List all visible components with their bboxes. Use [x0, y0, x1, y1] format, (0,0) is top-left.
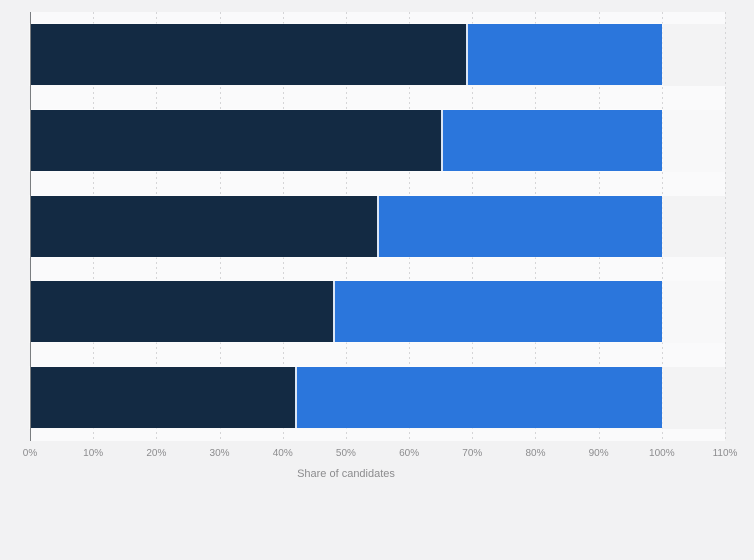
x-tick-label: 110% — [712, 448, 738, 459]
x-tick-label: 20% — [146, 448, 167, 459]
bar-segment-dark-navy-segment — [30, 281, 334, 343]
gridline — [661, 12, 663, 441]
bar-row — [30, 12, 725, 98]
bar-segment-blue-segment — [465, 24, 662, 85]
x-tick-label: 100% — [649, 448, 675, 459]
bar-row — [30, 269, 725, 355]
gridline — [725, 12, 726, 441]
x-tick-label: 80% — [525, 448, 546, 459]
bar-segment-dark-navy-segment — [30, 109, 441, 171]
bar-row — [30, 98, 725, 184]
stacked-bar — [30, 109, 662, 171]
bar-row — [30, 355, 725, 441]
bar-segment-dark-navy-segment — [30, 195, 378, 257]
x-tick-label: 60% — [399, 448, 420, 459]
row-gap-band — [30, 257, 725, 270]
row-gap-band — [30, 12, 725, 24]
stacked-bar — [30, 24, 662, 85]
stacked-bar — [30, 367, 662, 429]
row-gap-band — [30, 85, 725, 98]
row-gap-band — [30, 269, 725, 282]
bar-segment-blue-segment — [377, 195, 662, 257]
stacked-bar — [30, 195, 662, 257]
x-tick-label: 30% — [209, 448, 230, 459]
x-axis-tick-labels: 0% 10% 20% 30% 40% 50% 60% 70% 80% 90% 100% 110% — [23, 448, 738, 460]
row-gap-band — [30, 343, 725, 356]
bar-rows — [30, 12, 725, 441]
plot-area — [30, 12, 726, 441]
x-tick-label: 50% — [335, 448, 356, 459]
x-axis-title: Share of candidates — [297, 468, 395, 480]
stacked-bar — [30, 281, 662, 343]
x-tick-label: 40% — [272, 448, 293, 459]
row-gap-band — [30, 355, 725, 368]
row-gap-band — [30, 428, 725, 441]
x-tick-label: 70% — [462, 448, 483, 459]
bar-segment-dark-navy-segment — [30, 24, 466, 85]
x-tick-label: 90% — [588, 448, 609, 459]
x-tick-label: 0% — [22, 448, 38, 459]
bar-segment-blue-segment — [333, 281, 662, 343]
y-axis-line — [30, 12, 31, 441]
bar-segment-blue-segment — [295, 367, 662, 429]
x-tick-label: 10% — [83, 448, 104, 459]
row-gap-band — [30, 97, 725, 110]
row-gap-band — [30, 171, 725, 184]
bar-row — [30, 184, 725, 270]
bar-segment-blue-segment — [440, 109, 662, 171]
bar-segment-dark-navy-segment — [30, 367, 296, 429]
row-gap-band — [30, 183, 725, 196]
